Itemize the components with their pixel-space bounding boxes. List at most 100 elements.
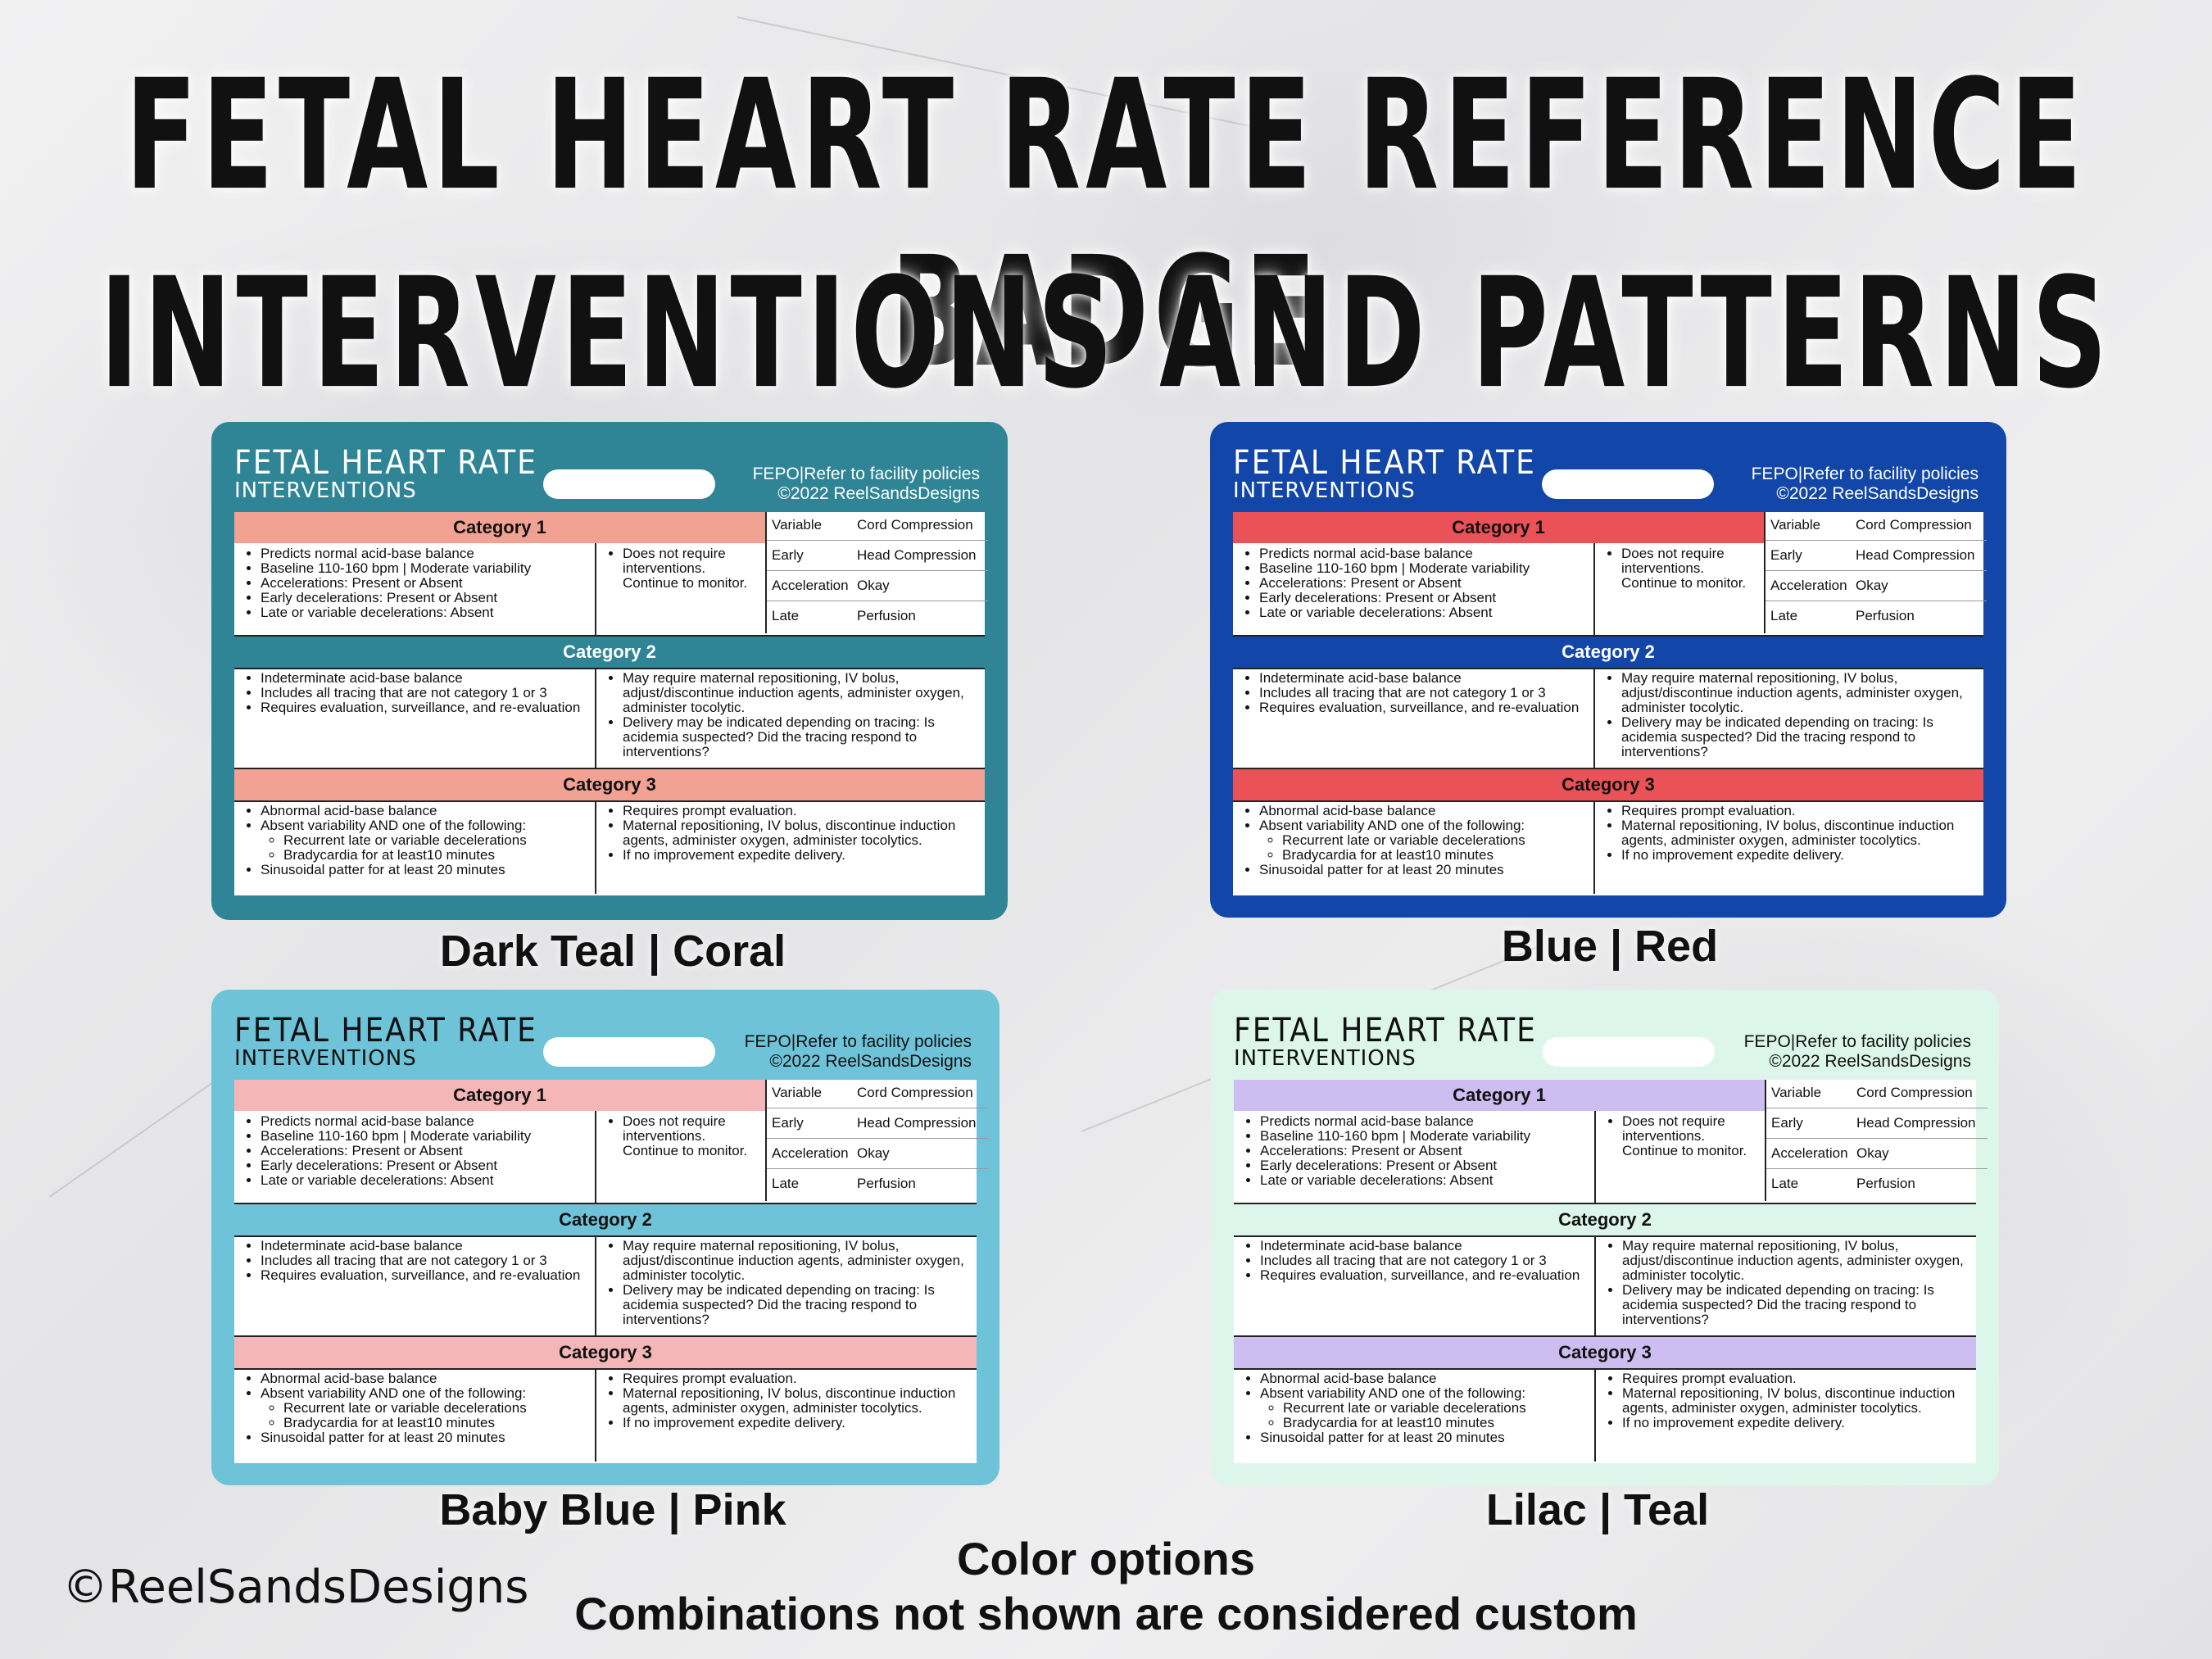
table-row: Acceleration Okay — [767, 573, 988, 601]
list-item: Does not require interventions. Continue… — [1621, 546, 1759, 591]
page-title-line1: FETAL HEART RATE REFERENCE BADGE — [125, 48, 2087, 402]
badge-header: FETAL HEART RATE INTERVENTIONS — [234, 1014, 578, 1071]
list-item: Absent variability AND one of the follow… — [261, 818, 590, 833]
badge-disclaimer: FEPO|Refer to facility policies ©2022 Re… — [745, 1032, 972, 1072]
reference-badge: FETAL HEART RATE INTERVENTIONS FEPO|Refe… — [1211, 990, 1999, 1485]
category-2-band: Category 2 — [234, 1203, 977, 1237]
list-item: Baseline 110-160 bpm | Moderate variabil… — [261, 561, 590, 576]
category-3-band: Category 3 — [1234, 1335, 1976, 1370]
table-cell-cause: Cord Compression — [857, 517, 973, 533]
table-row: Early Head Compression — [1766, 1110, 1988, 1139]
list-item: Baseline 110-160 bpm | Moderate variabil… — [1260, 1129, 1589, 1144]
list-item: Indeterminate acid-base balance — [1260, 1239, 1589, 1253]
list-item: If no improvement expedite delivery. — [623, 848, 980, 863]
reference-badge: FETAL HEART RATE INTERVENTIONS FEPO|Refe… — [1210, 422, 2006, 918]
list-item: Accelerations: Present or Absent — [261, 576, 590, 591]
table-cell-cause: Perfusion — [1856, 1176, 1915, 1191]
table-row: Acceleration Okay — [1766, 1140, 1988, 1169]
table-cell-pattern: Acceleration — [1771, 1145, 1848, 1161]
list-item: Abnormal acid-base balance — [261, 1371, 590, 1386]
category-2-action: May require maternal repositioning, IV b… — [1595, 669, 1983, 768]
category-2-action: May require maternal repositioning, IV b… — [596, 1237, 977, 1335]
badge-disclaimer: FEPO|Refer to facility policies ©2022 Re… — [1752, 465, 1979, 504]
list-item: Absent variability AND one of the follow… — [261, 1386, 590, 1401]
category-2-action: May require maternal repositioning, IV b… — [596, 669, 985, 768]
badge-title: FETAL HEART RATE — [234, 1012, 537, 1049]
list-item: Early decelerations: Present or Absent — [1260, 1158, 1589, 1173]
badge-header: FETAL HEART RATE INTERVENTIONS — [1233, 446, 1577, 503]
category-1-action: Does not require interventions. Continue… — [596, 1113, 765, 1203]
category-2-band: Category 2 — [234, 635, 985, 669]
category-1-action: Does not require interventions. Continue… — [1595, 545, 1764, 635]
category-3-band: Category 3 — [1233, 768, 1983, 802]
sub-list: Recurrent late or variable decelerations… — [261, 1401, 590, 1430]
category-3-criteria: Abnormal acid-base balanceAbsent variabi… — [1234, 1370, 1594, 1462]
category-1-criteria: Predicts normal acid-base balanceBaselin… — [1233, 545, 1593, 635]
table-row: Variable Cord Compression — [1766, 512, 1987, 541]
category-2-criteria: Indeterminate acid-base balanceIncludes … — [234, 669, 595, 768]
list-item: Sinusoidal patter for at least 20 minute… — [1259, 863, 1589, 877]
category-2-band: Category 2 — [1234, 1203, 1976, 1237]
sub-list: Recurrent late or variable decelerations… — [1260, 1401, 1589, 1430]
list-item: Recurrent late or variable decelerations — [283, 1401, 590, 1416]
list-item: Absent variability AND one of the follow… — [1260, 1386, 1589, 1401]
divider — [1594, 1370, 1596, 1462]
table-cell-cause: Head Compression — [1856, 547, 1975, 563]
divider — [595, 1111, 596, 1203]
list-item: Sinusoidal patter for at least 20 minute… — [261, 1430, 590, 1445]
list-item: Does not require interventions. Continue… — [623, 546, 760, 591]
list-item: Maternal repositioning, IV bolus, discon… — [623, 1386, 972, 1416]
fepo-text: FEPO|Refer to facility policies — [1751, 465, 1979, 483]
list-item: Accelerations: Present or Absent — [261, 1144, 590, 1158]
badge-content-grid: Category 1 Variable Cord Compression Ear… — [1233, 512, 1987, 895]
list-item: Absent variability AND one of the follow… — [1259, 818, 1589, 833]
list-item: Delivery may be indicated depending on t… — [623, 1283, 972, 1327]
badge-label: Dark Teal | Coral — [439, 927, 786, 976]
category-1-band: Category 1 — [1234, 1080, 1765, 1111]
badge-title: FETAL HEART RATE — [234, 444, 537, 482]
table-row: Late Perfusion — [1766, 603, 1987, 631]
table-row: Acceleration Okay — [767, 1140, 988, 1169]
table-cell-cause: Perfusion — [857, 608, 916, 623]
category-1-criteria: Predicts normal acid-base balanceBaselin… — [234, 1113, 595, 1203]
table-cell-cause: Perfusion — [857, 1176, 916, 1191]
table-cell-cause: Cord Compression — [1856, 1085, 1973, 1100]
category-3-criteria: Abnormal acid-base balanceAbsent variabi… — [1233, 802, 1593, 894]
table-cell-pattern: Early — [772, 547, 804, 563]
lanyard-slot — [1543, 1037, 1715, 1067]
list-item: Bradycardia for at least10 minutes — [283, 848, 590, 863]
list-item: Does not require interventions. Continue… — [1622, 1114, 1760, 1158]
list-item: Early decelerations: Present or Absent — [261, 1158, 590, 1173]
list-item: Bradycardia for at least10 minutes — [283, 1416, 590, 1430]
category-1-band: Category 1 — [1233, 512, 1764, 543]
divider — [595, 802, 596, 894]
list-item: Accelerations: Present or Absent — [1260, 1144, 1589, 1158]
fepo-text: FEPO|Refer to facility policies — [1743, 1032, 1971, 1051]
pattern-table: Variable Cord Compression Early Head Com… — [765, 512, 988, 633]
sub-list: Recurrent late or variable decelerations… — [1259, 833, 1589, 863]
badge-copyright: ©2022 ReelSandsDesigns — [1776, 484, 1979, 504]
badge-subtitle: INTERVENTIONS — [1233, 478, 1416, 503]
category-3-action: Requires prompt evaluation.Maternal repo… — [1596, 1370, 1976, 1462]
badge-subtitle: INTERVENTIONS — [1234, 1046, 1416, 1071]
badge-disclaimer: FEPO|Refer to facility policies ©2022 Re… — [753, 465, 980, 504]
category-1-criteria: Predicts normal acid-base balanceBaselin… — [1234, 1113, 1594, 1203]
list-item: Late or variable decelerations: Absent — [1259, 605, 1589, 620]
badge-label: Lilac | Teal — [1485, 1485, 1710, 1534]
table-row: Early Head Compression — [767, 542, 988, 571]
list-item: Predicts normal acid-base balance — [1260, 1114, 1589, 1129]
list-item: Maternal repositioning, IV bolus, discon… — [623, 818, 980, 848]
table-cell-pattern: Late — [772, 1176, 800, 1191]
table-cell-pattern: Acceleration — [772, 578, 849, 593]
table-row: Early Head Compression — [1766, 542, 1987, 571]
divider — [1593, 543, 1595, 635]
lanyard-slot — [543, 469, 715, 499]
table-cell-cause: Head Compression — [857, 1115, 977, 1131]
category-3-action: Requires prompt evaluation.Maternal repo… — [596, 1370, 977, 1462]
list-item: Late or variable decelerations: Absent — [1260, 1173, 1589, 1188]
table-cell-cause: Okay — [857, 578, 890, 593]
table-cell-cause: Head Compression — [1856, 1115, 1976, 1131]
badge-label: Blue | Red — [1501, 922, 1719, 971]
list-item: Includes all tracing that are not catego… — [261, 686, 590, 700]
divider — [1594, 1111, 1596, 1203]
